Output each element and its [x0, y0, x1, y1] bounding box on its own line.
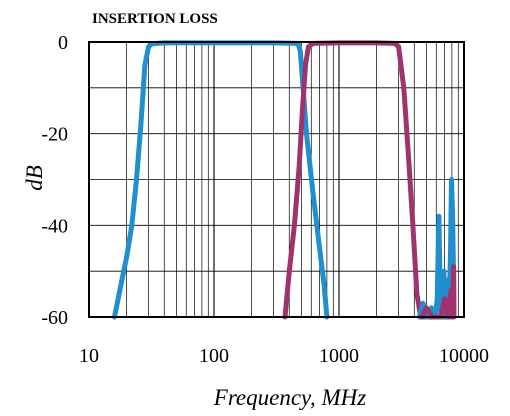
series-line-1 — [112, 40, 330, 320]
series-line-3 — [416, 177, 457, 320]
y-tick-label: 0 — [58, 32, 68, 54]
series-group — [112, 40, 457, 320]
y-axis-label: dB — [22, 165, 47, 191]
x-tick-label: 10000 — [439, 345, 489, 367]
y-tick-label: -40 — [41, 215, 68, 237]
series-line-4 — [419, 264, 457, 320]
plot-frame — [88, 41, 465, 318]
x-axis-label: Frequency, MHz — [213, 385, 366, 410]
chart-title: INSERTION LOSS — [92, 11, 218, 27]
x-tick-label: 1000 — [319, 345, 359, 367]
y-tick-label: -60 — [41, 307, 68, 329]
x-tick-label: 10 — [79, 345, 99, 367]
x-axis-ticks: 10 100 1000 10000 — [79, 345, 489, 367]
x-tick-label: 100 — [199, 345, 229, 367]
y-axis-ticks: 0 -20 -40 -60 — [41, 32, 68, 329]
y-tick-label: -20 — [41, 124, 68, 146]
